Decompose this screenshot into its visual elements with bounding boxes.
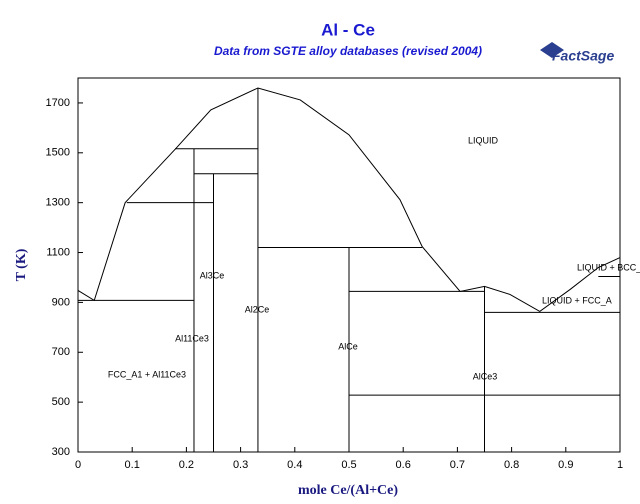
logo-text: FactSage: [552, 48, 614, 64]
region-label: AlCe3: [473, 371, 498, 381]
logo: FactSage: [540, 42, 614, 64]
chart-title: Al - Ce: [321, 20, 375, 39]
chart-subtitle: Data from SGTE alloy databases (revised …: [214, 44, 482, 58]
y-tick-label: 1100: [46, 246, 70, 258]
y-tick-label: 900: [52, 296, 70, 308]
y-tick-label: 1300: [46, 197, 70, 209]
region-label: Al3Ce: [200, 270, 225, 280]
region-label: LIQUID: [468, 135, 499, 145]
region-label: Al2Ce: [245, 304, 270, 314]
phase-boundary: [77, 87, 621, 312]
x-axis-label: mole Ce/(Al+Ce): [298, 483, 398, 498]
x-tick-label: 0.6: [396, 459, 411, 471]
y-tick-label: 1500: [46, 147, 70, 159]
logo-mark: [540, 42, 564, 58]
x-tick-label: 0: [75, 459, 81, 471]
y-tick-label: 300: [52, 446, 70, 458]
x-tick-label: 0.8: [504, 459, 519, 471]
region-label: AlCe: [338, 341, 358, 351]
x-tick-label: 0.3: [233, 459, 248, 471]
x-tick-label: 0.9: [558, 459, 573, 471]
region-label: Al11Ce3: [175, 333, 209, 343]
x-tick-label: 1: [617, 459, 623, 471]
x-tick-label: 0.7: [450, 459, 465, 471]
y-tick-label: 700: [52, 346, 70, 358]
x-tick-label: 0.1: [125, 459, 140, 471]
region-label: FCC_A1 + Al11Ce3: [108, 369, 186, 379]
y-axis-label: T (K): [14, 248, 29, 281]
x-tick-label: 0.5: [341, 459, 356, 471]
x-tick-label: 0.2: [179, 459, 194, 471]
region-label: LIQUID + FCC_A: [542, 295, 612, 305]
y-tick-label: 500: [52, 396, 70, 408]
region-label: LIQUID + BCC_: [577, 262, 640, 272]
x-tick-label: 0.4: [287, 459, 302, 471]
y-tick-label: 1700: [46, 97, 70, 109]
